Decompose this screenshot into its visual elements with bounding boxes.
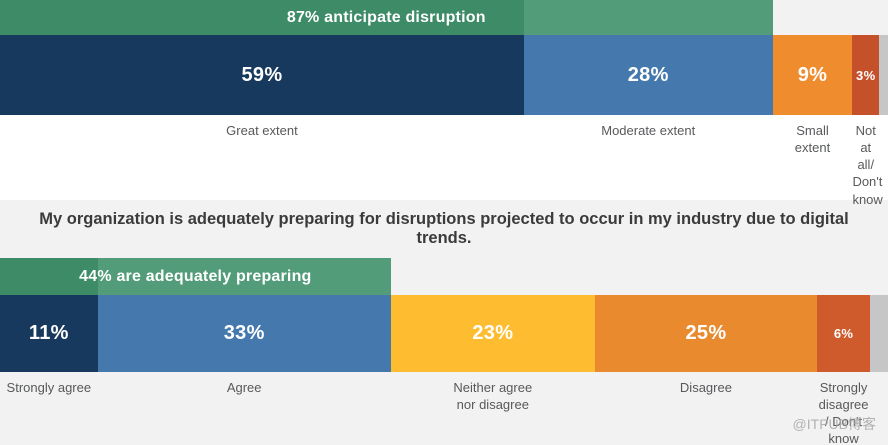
stacked-bar: 11% 33% 23% 25% 6% (0, 295, 888, 372)
bar-segment: 23% (390, 295, 595, 372)
bar-segment: 33% (97, 295, 391, 372)
bar-segment: 25% (594, 295, 817, 372)
segment-value: 11% (28, 322, 69, 344)
segment-label: Great extent (226, 123, 298, 138)
annotation-label: 87% anticipate disruption (286, 8, 486, 26)
bar-remainder (879, 35, 888, 115)
disruption-extent-chart: 87% anticipate disruption 59% 28% 9% 3% Gre… (0, 0, 888, 208)
category-label-row: Great extent Moderate extent Small extent N… (0, 115, 888, 208)
segment-label: Agree (226, 380, 262, 395)
annotation-bar-light (523, 0, 773, 35)
segment-value: 33% (223, 322, 265, 344)
segment-value: 59% (241, 63, 283, 86)
watermark-text: @ITPUB博客 (792, 416, 876, 432)
annotation-bar-dark (0, 0, 524, 35)
segment-value: 3% (856, 67, 876, 83)
preparedness-chart-section: My organization is adequately preparing … (0, 200, 888, 445)
segment-label: Moderate extent (601, 123, 696, 138)
stacked-bar: 59% 28% 9% 3% (0, 35, 888, 115)
bar-segment: 59% (0, 35, 524, 115)
segment-label: Strongly agree (6, 380, 92, 395)
annotation-row: 44% are adequately preparing (0, 258, 888, 295)
bar-segment: 9% (772, 35, 853, 115)
segment-value: 28% (627, 63, 669, 86)
survey-question-text: My organization is adequately preparing … (39, 210, 849, 247)
bar-segment: 11% (0, 295, 98, 372)
category-label-row: Strongly agree Agree Neither agree nor dis… (0, 372, 888, 445)
segment-label: Disagree (679, 380, 732, 395)
segment-label: Strongly disagree / Don't know (818, 380, 869, 445)
annotation-row: 87% anticipate disruption (0, 0, 888, 35)
bar-segment: 28% (523, 35, 773, 115)
segment-value: 23% (472, 322, 514, 344)
bar-segment: 6% (816, 295, 871, 372)
annotation-bar-dark (0, 258, 98, 295)
segment-label: Small extent (794, 123, 831, 156)
segment-label: Not at all/ Don't know (852, 123, 883, 207)
disruption-chart-section: 87% anticipate disruption 59% 28% 9% 3% Gre… (0, 0, 888, 207)
segment-value: 9% (797, 63, 828, 86)
segment-value: 6% (833, 326, 854, 341)
segment-label: Neither agree nor disagree (453, 380, 533, 413)
bar-remainder (870, 295, 888, 372)
segment-value: 25% (685, 322, 727, 344)
annotation-bar-light (97, 258, 391, 295)
bar-segment: 3% (852, 35, 880, 115)
preparedness-chart: 44% are adequately preparing 11% 33% 23% 25… (0, 258, 888, 445)
annotation-label: 44% are adequately preparing (79, 267, 312, 285)
